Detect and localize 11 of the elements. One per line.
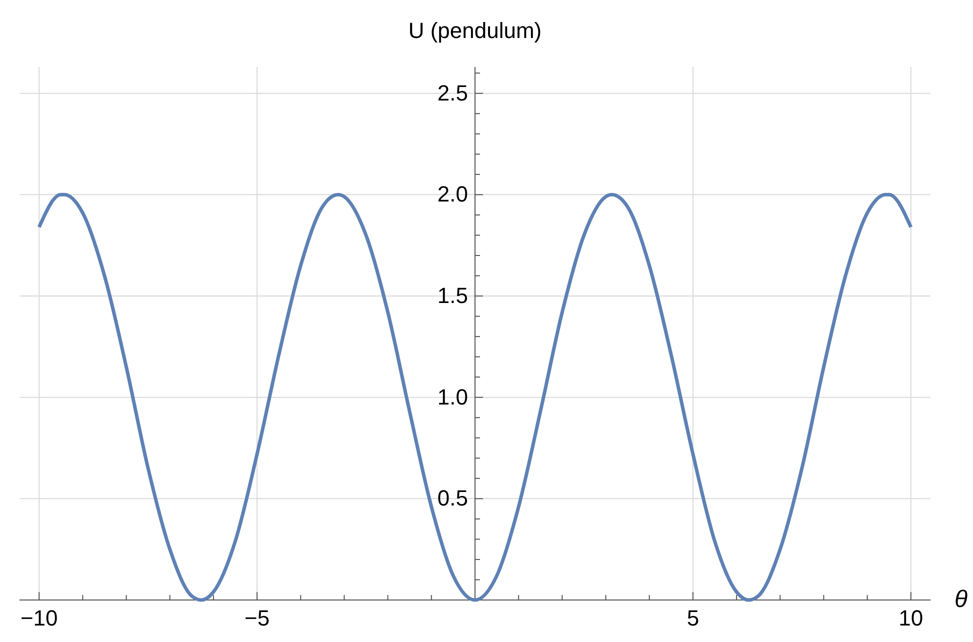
y-axis-title: U (pendulum) <box>408 18 542 43</box>
y-tick-label: 1.5 <box>437 283 468 308</box>
x-tick-label: 10 <box>898 606 924 631</box>
x-axis-title: θ <box>954 586 968 613</box>
y-tick-label: 2.0 <box>437 182 468 207</box>
x-tick-label: 5 <box>686 606 700 631</box>
y-tick-label: 1.0 <box>437 384 468 410</box>
x-tick-label: −5 <box>244 606 270 631</box>
x-tick-label: −10 <box>20 606 58 631</box>
y-tick-label: 0.5 <box>437 486 468 511</box>
y-tick-label: 2.5 <box>437 80 468 106</box>
